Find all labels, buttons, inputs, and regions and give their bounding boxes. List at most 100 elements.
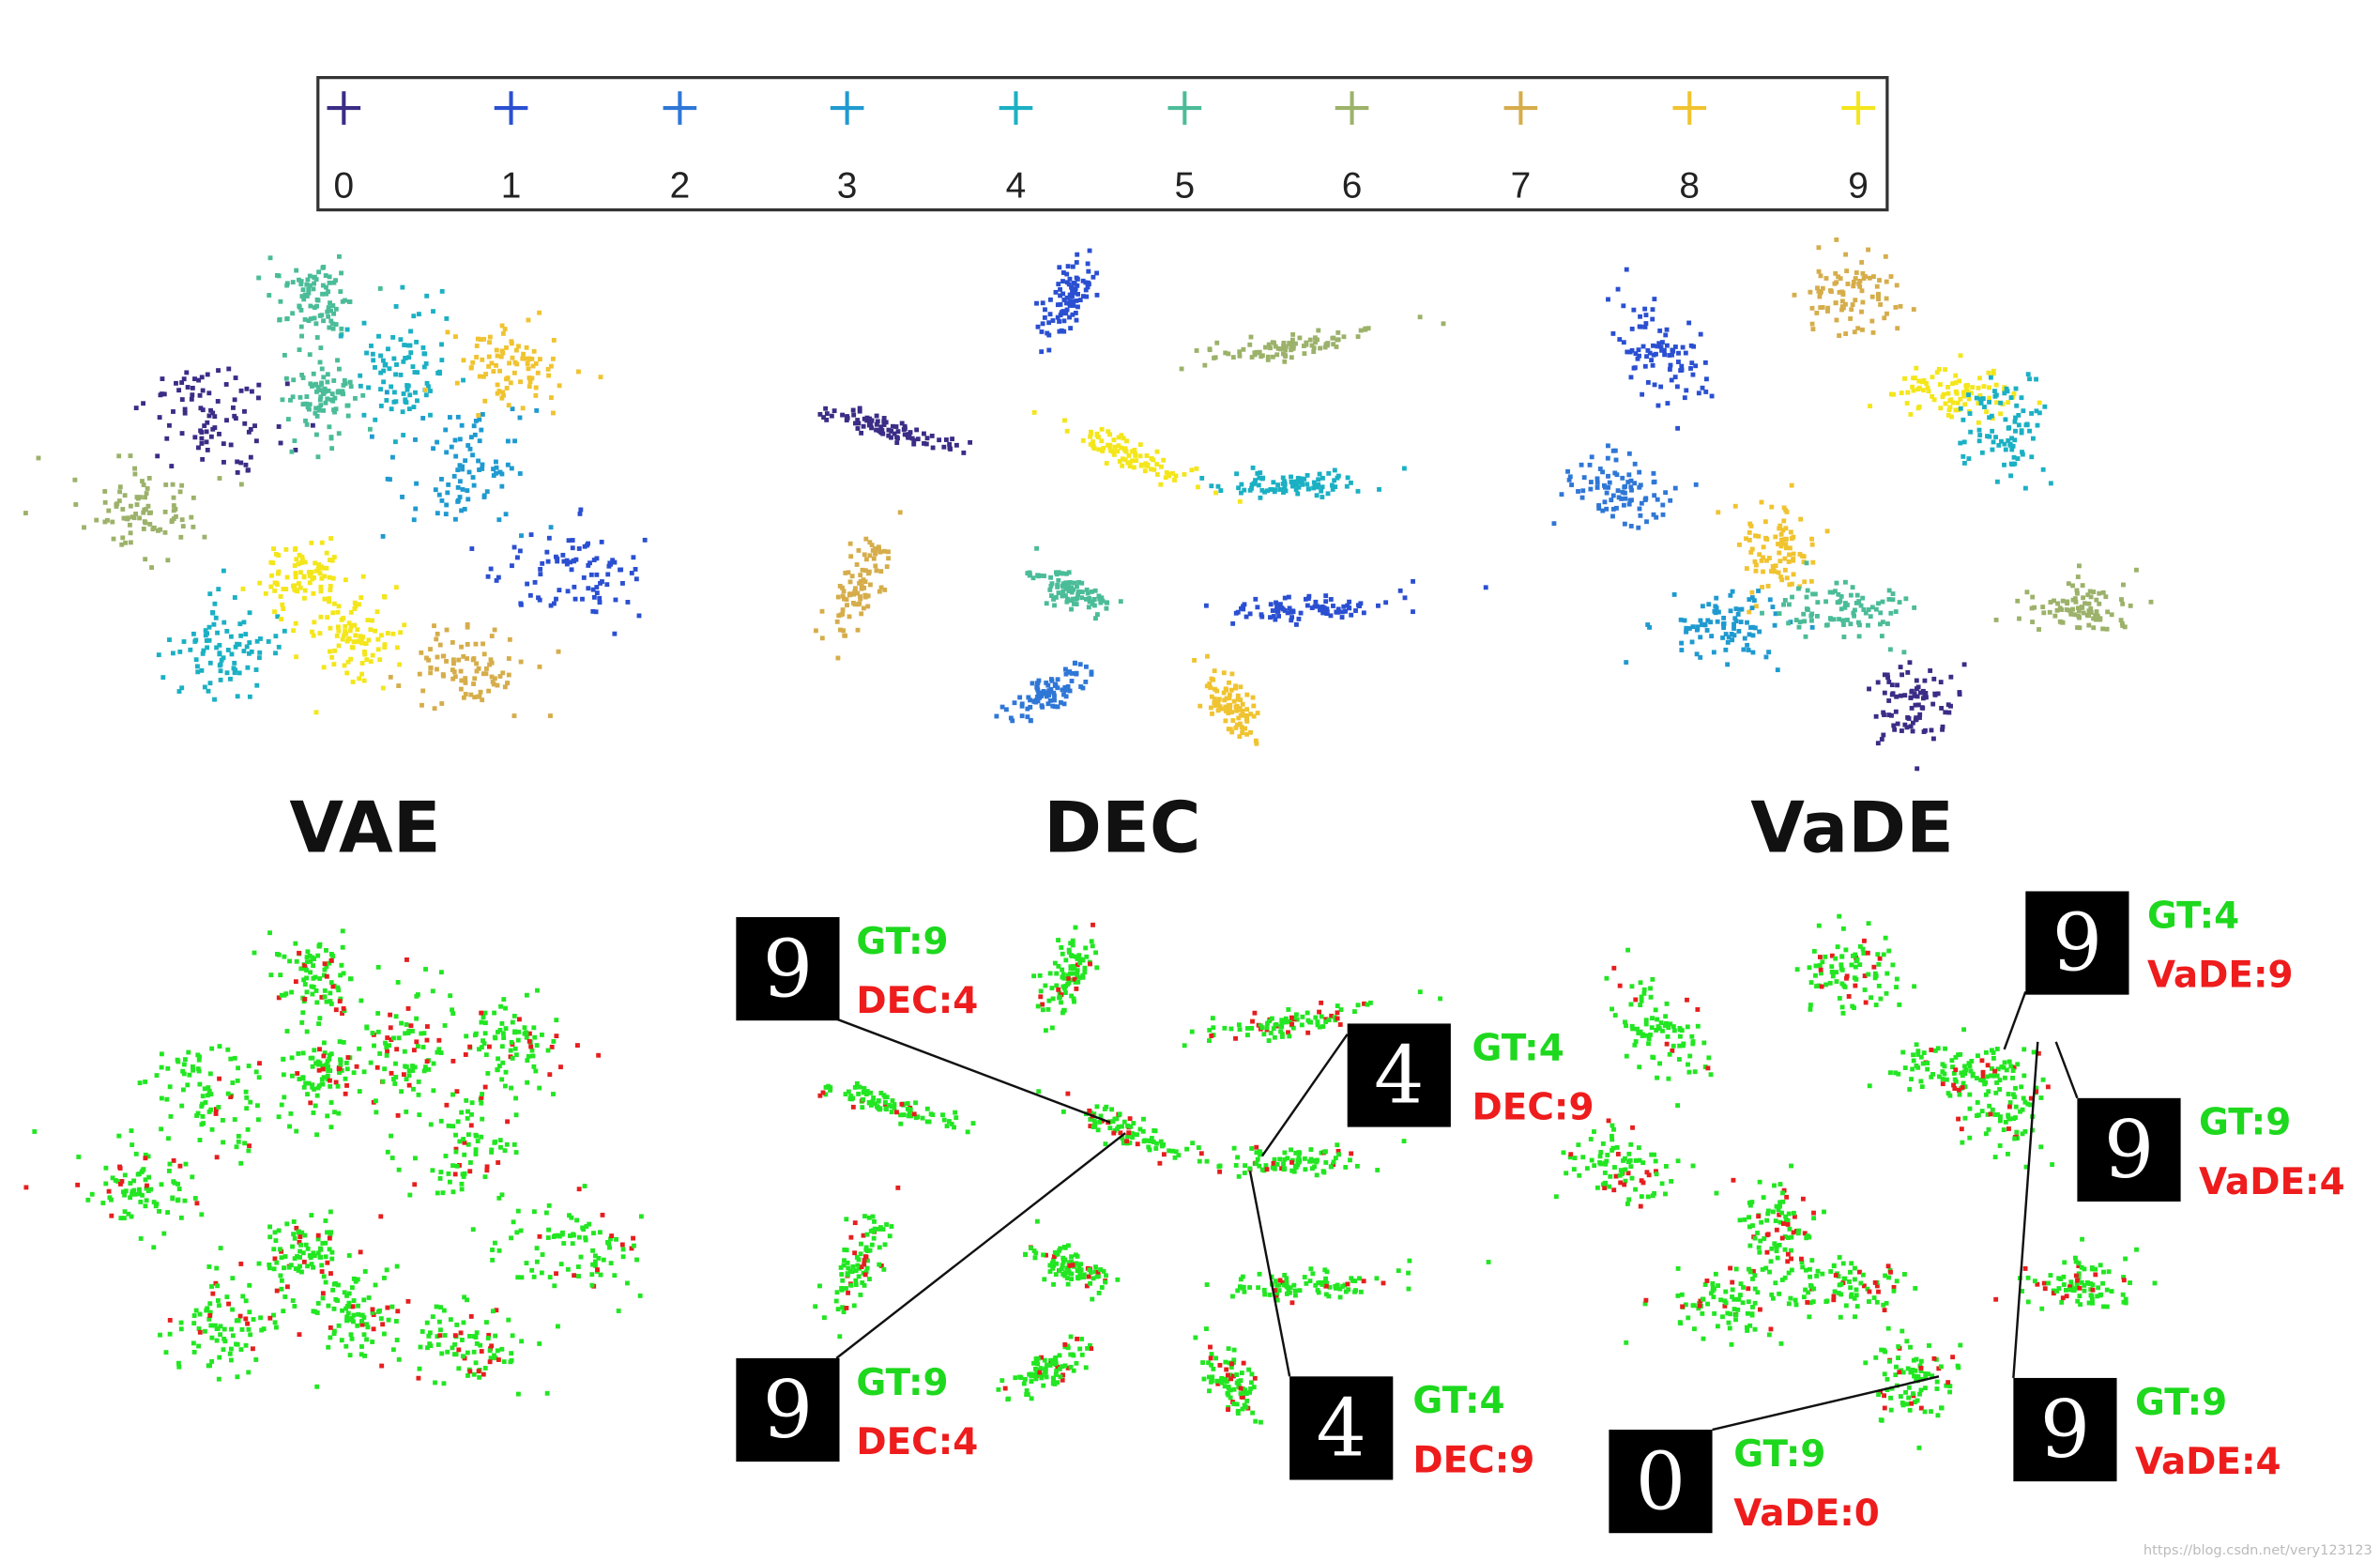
scatter-point: [230, 651, 235, 656]
scatter-point: [158, 1333, 162, 1338]
scatter-point: [1640, 1194, 1644, 1199]
scatter-point: [480, 1349, 484, 1354]
scatter-point: [1637, 1145, 1641, 1150]
scatter-point: [821, 1091, 826, 1095]
scatter-point: [343, 1092, 348, 1096]
scatter-point: [480, 1117, 484, 1122]
scatter-point: [1808, 1003, 1813, 1007]
scatter-point: [246, 1127, 251, 1132]
scatter-point: [1305, 604, 1310, 608]
scatter-point: [291, 1298, 296, 1303]
scatter-point: [293, 942, 298, 946]
scatter-point: [1265, 1167, 1270, 1172]
scatter-point: [232, 661, 236, 666]
scatter-point: [423, 1064, 428, 1069]
scatter-point: [1056, 988, 1060, 992]
scatter-point: [862, 1086, 866, 1091]
scatter-point: [1959, 353, 1963, 358]
scatter-point: [2027, 429, 2032, 434]
scatter-point: [1650, 317, 1655, 322]
scatter-point: [566, 589, 571, 593]
scatter-point: [236, 1134, 241, 1139]
scatter-point: [837, 1334, 842, 1339]
scatter-point: [1598, 467, 1603, 471]
scatter-point: [1817, 295, 1822, 299]
scatter-point: [1313, 1015, 1318, 1019]
scatter-point: [217, 1303, 221, 1308]
scatter-point: [863, 537, 868, 542]
scatter-point: [554, 597, 558, 602]
scatter-point: [530, 1049, 535, 1053]
scatter-point: [1338, 1295, 1343, 1300]
scatter-point: [549, 525, 554, 529]
scatter-point: [1258, 350, 1262, 355]
scatter-point: [1769, 1259, 1774, 1263]
scatter-point: [1854, 276, 1858, 281]
scatter-point: [406, 1299, 411, 1304]
scatter-point: [1834, 318, 1838, 323]
scatter-point: [323, 1241, 328, 1246]
scatter-point: [359, 1344, 364, 1349]
scatter-point: [813, 1304, 817, 1309]
scatter-point: [239, 389, 244, 393]
scatter-point: [865, 1233, 870, 1237]
scatter-point: [517, 1017, 522, 1021]
scatter-point: [862, 552, 867, 557]
scatter-point: [118, 1166, 123, 1171]
scatter-point: [308, 1100, 313, 1105]
scatter-point: [385, 390, 389, 394]
scatter-point: [299, 308, 304, 313]
scatter-point: [472, 676, 477, 681]
scatter-point: [323, 968, 328, 972]
scatter-point: [1963, 1067, 1968, 1072]
scatter-point: [1107, 443, 1112, 448]
scatter-point: [501, 997, 506, 1002]
scatter-point: [499, 1347, 504, 1352]
scatter-point: [1762, 1195, 1766, 1200]
scatter-point: [185, 1082, 190, 1087]
scatter-point: [1623, 1168, 1627, 1172]
scatter-point: [1300, 1022, 1304, 1027]
scatter-point: [234, 375, 238, 380]
scatter-point: [480, 1045, 484, 1049]
scatter-point: [1618, 984, 1623, 988]
scatter-point: [321, 318, 326, 323]
scatter-point: [1295, 1163, 1300, 1168]
scatter-point: [282, 1265, 286, 1270]
scatter-point: [1862, 276, 1867, 281]
scatter-point: [1689, 1034, 1694, 1039]
scatter-point: [199, 430, 204, 435]
scatter-point: [526, 361, 530, 366]
scatter-point: [1330, 482, 1335, 487]
scatter-point: [1786, 1252, 1791, 1257]
scatter-point: [425, 1024, 430, 1029]
scatter-point: [1843, 985, 1848, 989]
scatter-point: [866, 571, 871, 575]
scatter-point: [1638, 1003, 1642, 1007]
scatter-point: [1214, 1379, 1219, 1384]
scatter-point: [328, 1079, 332, 1083]
scatter-point: [385, 1306, 389, 1310]
scatter-point: [536, 595, 541, 600]
scatter-point: [1271, 608, 1275, 613]
scatter-point: [133, 512, 138, 516]
scatter-point: [181, 1088, 186, 1093]
scatter-point: [1054, 595, 1059, 600]
scatter-point: [554, 1271, 558, 1276]
scatter-point: [1051, 1381, 1056, 1386]
scatter-point: [464, 1098, 468, 1103]
scatter-point: [389, 406, 394, 411]
scatter-point: [445, 329, 450, 334]
scatter-point: [910, 436, 915, 441]
scatter-point: [1211, 1016, 1215, 1020]
scatter-point: [1154, 462, 1159, 467]
scatter-point: [1994, 1080, 1999, 1085]
scatter-point: [499, 484, 504, 489]
scatter-point: [1000, 705, 1005, 710]
scatter-point: [329, 655, 334, 660]
scatter-point: [1663, 332, 1668, 337]
scatter-point: [119, 543, 124, 547]
scatter-point: [1028, 705, 1032, 710]
scatter-point: [511, 1020, 515, 1025]
scatter-point: [420, 416, 425, 421]
